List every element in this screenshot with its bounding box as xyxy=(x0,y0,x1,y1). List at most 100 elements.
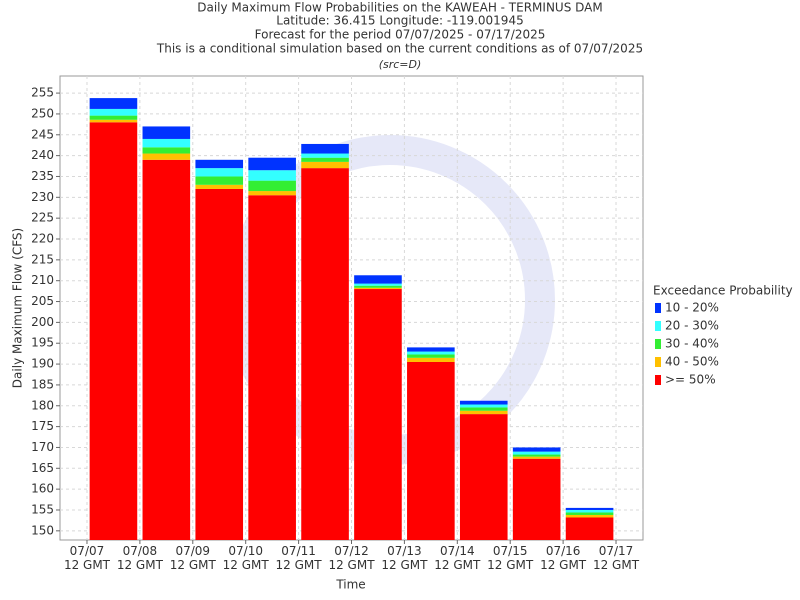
y-tick-label: 180 xyxy=(31,398,54,412)
bar-segment xyxy=(512,451,561,455)
bar-segment xyxy=(565,512,614,515)
x-tick-label: 07/15 12 GMT xyxy=(487,544,534,572)
bar-segment xyxy=(142,153,191,160)
bar-segment xyxy=(301,168,349,540)
bar-segment xyxy=(301,143,349,154)
y-tick-label: 165 xyxy=(31,461,54,475)
bar-segment xyxy=(407,351,455,355)
y-tick-label: 150 xyxy=(31,523,54,537)
legend-label: 10 - 20% xyxy=(665,301,719,315)
y-tick-label: 170 xyxy=(31,440,54,454)
y-tick-label: 175 xyxy=(31,419,54,433)
y-tick-label: 225 xyxy=(31,211,54,225)
legend-label: 30 - 40% xyxy=(665,337,719,351)
y-tick-label: 200 xyxy=(31,315,54,329)
bar-segment xyxy=(459,407,508,411)
bar-segment xyxy=(565,507,614,510)
y-tick-label: 185 xyxy=(31,377,54,391)
bar-segment xyxy=(195,176,244,185)
bar-segment xyxy=(248,191,296,196)
bar-segment xyxy=(407,354,455,358)
bar-segment xyxy=(89,98,138,109)
legend-swatch xyxy=(655,303,661,313)
bar-segment xyxy=(565,514,614,518)
y-tick-label: 155 xyxy=(31,502,54,516)
bar-segment xyxy=(459,400,508,405)
bar-segment xyxy=(354,285,402,288)
legend-swatch xyxy=(655,321,661,331)
y-tick-label: 215 xyxy=(31,252,54,266)
chart-title: Daily Maximum Flow Probabilities on the … xyxy=(197,1,603,15)
x-tick-label: 07/14 12 GMT xyxy=(434,544,481,572)
chart-subtitle: (src=D) xyxy=(379,58,422,71)
bar-segment xyxy=(354,289,402,540)
bar-segment xyxy=(301,161,349,169)
y-tick-label: 250 xyxy=(31,106,54,120)
chart-title: Latitude: 36.415 Longitude: -119.001945 xyxy=(276,14,523,28)
bar-segment xyxy=(248,170,296,181)
bar-segment xyxy=(512,456,561,459)
bar-segment xyxy=(195,168,244,177)
bar-segment xyxy=(89,122,138,540)
y-tick-label: 205 xyxy=(31,294,54,308)
y-tick-label: 230 xyxy=(31,190,54,204)
bar-segment xyxy=(301,153,349,158)
y-tick-label: 245 xyxy=(31,127,54,141)
y-axis-label: Daily Maximum Flow (CFS) xyxy=(11,228,25,388)
bar-segment xyxy=(354,287,402,290)
y-tick-label: 255 xyxy=(31,86,54,100)
x-tick-label: 07/10 12 GMT xyxy=(223,544,270,572)
bar-segment xyxy=(407,347,455,352)
legend-label: 20 - 30% xyxy=(665,319,719,333)
y-tick-label: 220 xyxy=(31,232,54,246)
bar-segment xyxy=(195,159,244,169)
bar-segment xyxy=(512,454,561,457)
legend-label: 40 - 50% xyxy=(665,355,719,369)
legend-swatch xyxy=(655,357,661,367)
x-tick-label: 07/12 12 GMT xyxy=(328,544,375,572)
x-tick-label: 07/13 12 GMT xyxy=(381,544,428,572)
bar-segment xyxy=(89,108,138,116)
legend-label: >= 50% xyxy=(665,373,716,387)
chart-title: Forecast for the period 07/07/2025 - 07/… xyxy=(255,28,546,42)
bar-segment xyxy=(354,283,402,286)
x-tick-label: 07/07 12 GMT xyxy=(64,544,111,572)
bar-segment xyxy=(248,180,296,192)
y-tick-label: 240 xyxy=(31,148,54,162)
x-tick-label: 07/16 12 GMT xyxy=(540,544,587,572)
bar-segment xyxy=(142,159,191,540)
y-tick-label: 190 xyxy=(31,357,54,371)
bar-segment xyxy=(142,138,191,148)
legend-swatch xyxy=(655,375,661,385)
bar-segment xyxy=(89,119,138,123)
bar-segment xyxy=(142,126,191,139)
bar-segment xyxy=(565,509,614,513)
legend-swatch xyxy=(655,339,661,349)
bar-segment xyxy=(195,188,244,540)
x-tick-label: 07/11 12 GMT xyxy=(276,544,323,572)
chart-title: This is a conditional simulation based o… xyxy=(156,42,643,56)
bar-segment xyxy=(195,184,244,189)
y-tick-label: 210 xyxy=(31,273,54,287)
x-tick-label: 07/17 12 GMT xyxy=(593,544,640,572)
bar-segment xyxy=(248,195,296,541)
bar-segment xyxy=(565,517,614,540)
bar-segment xyxy=(512,458,561,540)
bar-segment xyxy=(354,275,402,284)
y-tick-label: 195 xyxy=(31,336,54,350)
bar-segment xyxy=(407,357,455,362)
y-tick-label: 160 xyxy=(31,482,54,496)
bar-segment xyxy=(459,414,508,540)
bar-segment xyxy=(459,404,508,408)
bar-segment xyxy=(142,147,191,154)
x-axis-label: Time xyxy=(335,578,365,592)
legend-title: Exceedance Probability xyxy=(653,284,793,298)
bar-segment xyxy=(459,410,508,415)
bar-segment xyxy=(301,157,349,162)
x-tick-label: 07/09 12 GMT xyxy=(170,544,217,572)
bar-segment xyxy=(89,115,138,120)
bar-segment xyxy=(248,157,296,171)
bar-segment xyxy=(407,361,455,540)
y-tick-label: 235 xyxy=(31,169,54,183)
